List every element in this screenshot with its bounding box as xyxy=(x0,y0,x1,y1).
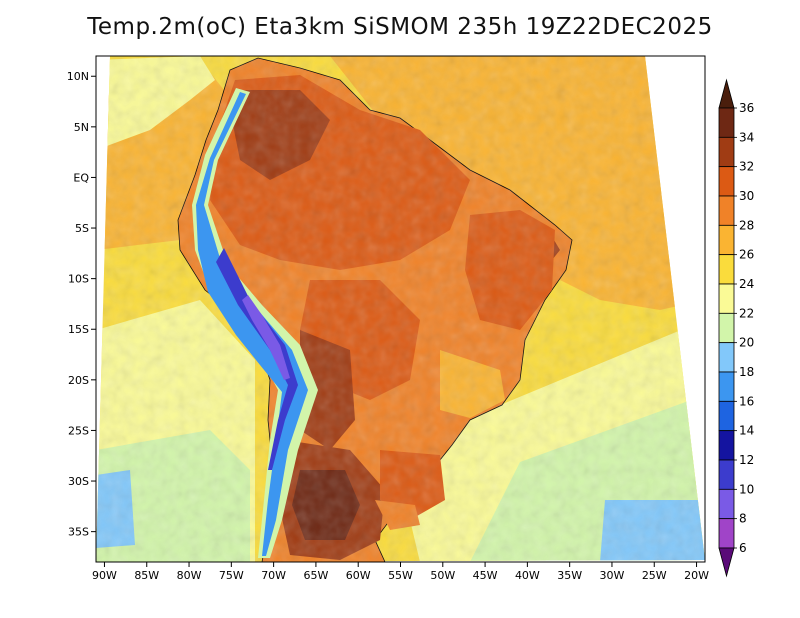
lon-tick-label: 30W xyxy=(600,569,625,582)
lat-tick-label: 30S xyxy=(68,475,89,488)
colorbar-max-arrow xyxy=(718,78,735,109)
colorbar-bin xyxy=(718,371,735,402)
lon-tick-label: 65W xyxy=(303,569,328,582)
lon-tick-label: 25W xyxy=(642,569,667,582)
colorbar-bin xyxy=(718,400,735,432)
lon-tick-label: 35W xyxy=(557,569,582,582)
lon-tick-label: 45W xyxy=(473,569,498,582)
lon-tick-label: 70W xyxy=(261,569,286,582)
lat-tick-label: 10S xyxy=(68,273,89,286)
land-texture xyxy=(96,56,705,562)
lat-tick-label: 20S xyxy=(68,374,89,387)
latitude-ticks: 10N 5N EQ 5S 10S 15S 20S 25S 30S 35S xyxy=(67,70,96,539)
lon-tick-label: 50W xyxy=(430,569,455,582)
colorbar-label: 24 xyxy=(739,277,754,291)
lon-tick-label: 40W xyxy=(515,569,540,582)
colorbar-label: 22 xyxy=(739,306,754,320)
colorbar-bin xyxy=(718,430,735,461)
colorbar-bin xyxy=(718,283,735,314)
map-title: Temp.2m(oC) Eta3km SiSMOM 235h 19Z22DEC2… xyxy=(87,14,713,40)
colorbar-bin xyxy=(718,107,735,138)
land-field xyxy=(96,56,705,562)
colorbar-label: 18 xyxy=(739,365,754,379)
colorbar-label: 8 xyxy=(739,512,747,526)
colorbar-bin xyxy=(718,224,735,256)
colorbar: 36 34 32 30 28 26 24 22 20 18 16 14 12 10 8 6 xyxy=(718,78,754,578)
colorbar-label: 12 xyxy=(739,453,754,467)
colorbar-label: 20 xyxy=(739,336,754,350)
lon-tick-label: 20W xyxy=(684,569,709,582)
colorbar-label: 14 xyxy=(739,424,754,438)
lon-tick-label: 75W xyxy=(219,569,244,582)
lon-tick-label: 90W xyxy=(92,569,117,582)
lat-tick-label: EQ xyxy=(73,171,89,184)
lat-tick-label: 5N xyxy=(74,121,89,134)
lon-tick-label: 55W xyxy=(388,569,413,582)
andes-coldest xyxy=(242,295,290,380)
lon-tick-label: 80W xyxy=(177,569,202,582)
colorbar-bin xyxy=(718,166,735,197)
lat-tick-label: 35S xyxy=(68,526,89,539)
lon-tick-label: 60W xyxy=(346,569,371,582)
colorbar-label: 10 xyxy=(739,482,754,496)
lat-tick-label: 15S xyxy=(68,323,89,336)
lat-tick-label: 5S xyxy=(75,222,89,235)
colorbar-bin xyxy=(718,195,735,226)
colorbar-min-arrow xyxy=(718,547,735,578)
colorbar-label: 36 xyxy=(739,101,754,115)
colorbar-bin xyxy=(718,488,735,520)
lat-tick-label: 25S xyxy=(68,424,89,437)
colorbar-label: 34 xyxy=(739,130,754,144)
colorbar-bin xyxy=(718,136,735,168)
lat-tick-label: 10N xyxy=(67,70,89,83)
colorbar-label: 6 xyxy=(739,541,747,555)
colorbar-bin xyxy=(718,459,735,490)
colorbar-label: 16 xyxy=(739,394,754,408)
longitude-ticks: 90W 85W 80W 75W 70W 65W 60W 55W 50W 45W 40W 35W 30W 2… xyxy=(92,562,709,582)
colorbar-label: 28 xyxy=(739,218,754,232)
colorbar-bin xyxy=(718,312,735,344)
colorbar-bin xyxy=(718,254,735,285)
colorbar-label: 26 xyxy=(739,248,754,262)
colorbar-bin xyxy=(718,342,735,373)
lon-tick-label: 85W xyxy=(134,569,159,582)
colorbar-bin xyxy=(718,518,735,549)
colorbar-label: 30 xyxy=(739,189,754,203)
colorbar-label: 32 xyxy=(739,160,754,174)
